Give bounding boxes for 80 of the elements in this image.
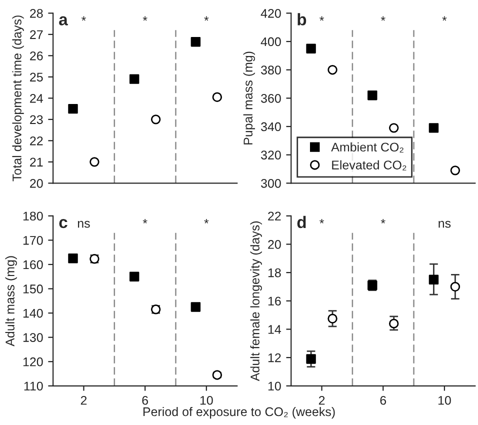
point — [68, 254, 78, 264]
chart-title: a — [59, 16, 68, 26]
point — [328, 64, 338, 75]
y-tick-label: 18 — [268, 268, 281, 278]
y-tick-label: 25 — [30, 72, 43, 82]
point — [428, 123, 439, 133]
y-tick-label: 400 — [260, 37, 281, 46]
annotation: * — [380, 16, 386, 21]
x-tick-label: 10 — [200, 396, 213, 405]
y-tick-label: 160 — [23, 260, 43, 270]
y-axis-title: Adult mass (mg) — [5, 256, 17, 346]
y-tick-label: 150 — [23, 284, 43, 294]
point — [368, 90, 378, 100]
point — [306, 354, 316, 364]
annotation: * — [142, 16, 148, 21]
y-tick-label: 20 — [268, 240, 281, 249]
y-tick-label: 14 — [268, 325, 282, 334]
y-tick-label: 420 — [260, 8, 281, 18]
annotation: * — [380, 219, 386, 224]
y-tick-label: 120 — [23, 357, 43, 366]
annotation: * — [204, 219, 209, 224]
x-tick-label: 10 — [438, 396, 451, 405]
point — [68, 104, 78, 114]
y-tick-label: 360 — [261, 94, 281, 103]
legend-label: Ambient CO₂ — [331, 142, 404, 152]
y-tick-label: 22 — [30, 136, 43, 146]
point — [150, 114, 161, 124]
chart-title: c — [59, 219, 68, 228]
y-axis-title: Pupal mass (mg) — [243, 52, 255, 144]
annotation: * — [82, 16, 86, 21]
point — [450, 166, 460, 176]
annotation: ns — [438, 220, 451, 228]
y-tick-label: 24 — [30, 94, 43, 103]
annotation: * — [320, 16, 324, 21]
annotation: ns — [78, 220, 90, 228]
chart-title: d — [297, 216, 306, 228]
y-tick-label: 26 — [30, 51, 43, 60]
y-tick-label: 16 — [268, 296, 281, 306]
x-tick-label: 2 — [318, 396, 325, 405]
point — [428, 274, 439, 285]
y-tick-label: 130 — [23, 333, 43, 342]
point — [90, 157, 100, 167]
y-tick-label: 320 — [261, 150, 281, 160]
y-tick-label: 110 — [24, 382, 43, 391]
y-tick-label: 12 — [268, 353, 281, 362]
annotation: * — [442, 16, 447, 21]
y-tick-label: 170 — [23, 236, 43, 245]
x-tick-label: 6 — [142, 396, 148, 405]
y-tick-label: 180 — [23, 212, 43, 221]
y-tick-label: 21 — [30, 158, 43, 166]
x-tick-label: 2 — [80, 396, 87, 405]
y-tick-label: 380 — [261, 66, 281, 74]
annotation: * — [142, 219, 148, 224]
legend-label: Elevated CO₂ — [332, 160, 406, 170]
x-axis-title: Period of exposure to CO₂ (weeks) — [143, 406, 335, 419]
point — [388, 318, 399, 328]
y-axis-title: Adult female longevity (days) — [250, 221, 262, 382]
y-tick-label: 22 — [268, 212, 281, 220]
y-axis-title: Total development time (days) — [12, 16, 24, 182]
chart-title: b — [298, 13, 306, 26]
y-tick-label: 28 — [30, 8, 43, 18]
annotation: * — [204, 16, 209, 21]
y-tick-label: 300 — [261, 178, 281, 188]
x-tick-label: 6 — [380, 396, 386, 405]
point — [328, 314, 338, 324]
point — [306, 44, 316, 54]
y-tick-label: 20 — [30, 178, 43, 188]
point — [190, 302, 201, 312]
point — [450, 282, 460, 292]
y-tick-label: 340 — [261, 122, 281, 132]
y-tick-label: 140 — [23, 308, 43, 318]
point — [129, 74, 140, 84]
point — [388, 123, 399, 133]
point — [129, 272, 140, 282]
annotation: * — [320, 219, 324, 224]
y-tick-label: 27 — [30, 30, 43, 39]
y-tick-label: 10 — [268, 382, 281, 391]
point — [190, 37, 201, 47]
y-tick-label: 23 — [30, 115, 43, 124]
point — [212, 92, 222, 102]
